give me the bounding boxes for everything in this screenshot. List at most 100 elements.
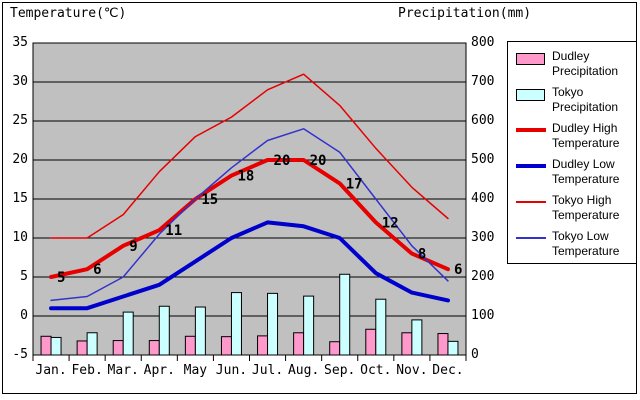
month-label: Mar. [107, 363, 139, 378]
tokyo-precip-bar [158, 305, 170, 356]
legend-label-line1: Dudley [552, 49, 590, 63]
temp-tick-label: 35 [12, 35, 28, 50]
dudley-precip-bar [401, 332, 413, 356]
legend-swatch-col [516, 157, 552, 168]
temp-tick-label: 5 [20, 269, 28, 284]
legend: Dudley Precipitation Tokyo Precipitation Dud… [507, 41, 637, 264]
tokyo-precip-bar [122, 311, 134, 356]
precip-tick-label: 300 [471, 230, 495, 245]
legend-item-tokyo-low-temperature: Tokyo Low Temperature [516, 229, 636, 265]
dudley-low-temperature-line [49, 220, 450, 311]
dudley-high-value-label: 5 [57, 270, 65, 286]
legend-label-line1: Dudley Low [552, 157, 615, 171]
legend-item-dudley-high-temperature: Dudley High Temperature [516, 121, 636, 157]
dudley-precip-bar [220, 336, 232, 356]
month-label: Jan. [35, 363, 67, 378]
legend-label: Tokyo Low Temperature [552, 229, 619, 259]
legend-swatch-col [516, 229, 552, 239]
legend-label-line1: Tokyo High [552, 193, 612, 207]
temp-tick-label: 20 [12, 152, 28, 167]
dudley-precip-bar [148, 340, 160, 356]
tokyo-precip-bar [267, 292, 279, 356]
tokyo-precip-bar [50, 336, 62, 356]
legend-label: Tokyo Precipitation [552, 85, 618, 115]
precip-tick-label: 600 [471, 113, 495, 128]
dudley-precip-bar [184, 335, 196, 356]
precip-tick-label: 200 [471, 269, 495, 284]
month-label: Jun. [215, 363, 248, 378]
legend-swatch-col [516, 49, 552, 65]
dudley-high-value-label: 20 [274, 153, 291, 169]
tokyo-precip-bar [375, 298, 387, 356]
tokyo-high-temperature-line [50, 73, 449, 239]
legend-swatch-col [516, 121, 552, 132]
precipitation-axis-title: Precipitation(mm) [398, 6, 532, 21]
tokyo-precip-bar [230, 292, 242, 356]
temp-tick-label: 10 [12, 230, 28, 245]
month-label: Jul. [251, 363, 284, 378]
legend-label: Tokyo High Temperature [552, 193, 619, 223]
thin-blue-line-swatch [516, 237, 546, 239]
legend-swatch-col [516, 193, 552, 203]
tokyo-precip-bar [194, 306, 206, 356]
tokyo-precip-bar [86, 332, 98, 356]
pink-bar-swatch [516, 53, 545, 65]
temp-tick-label: -5 [12, 347, 28, 362]
dudley-precip-bar [76, 340, 88, 356]
precip-tick-label: 0 [471, 347, 479, 362]
legend-label-line2: Temperature [552, 244, 620, 258]
legend-label-line2: Temperature [552, 208, 620, 222]
legend-label-line1: Tokyo [552, 85, 584, 99]
legend-item-tokyo-precipitation: Tokyo Precipitation [516, 85, 636, 121]
legend-swatch-col [516, 85, 552, 101]
tokyo-low-temperature-line [50, 128, 449, 302]
month-label: Oct. [360, 363, 392, 378]
legend-label: Dudley Low Temperature [552, 157, 619, 187]
tokyo-precip-bar [447, 340, 459, 356]
month-label: May [183, 363, 208, 378]
dudley-high-value-label: 6 [454, 262, 462, 278]
dudley-precip-bar [437, 333, 449, 356]
dudley-high-value-label: 18 [237, 169, 254, 185]
dudley-high-value-label: 6 [93, 262, 101, 278]
month-label: Aug. [287, 363, 320, 378]
temp-tick-label: 25 [12, 113, 28, 128]
precip-tick-label: 500 [471, 152, 495, 167]
dudley-high-value-label: 8 [418, 247, 426, 263]
dudley-precip-bar [257, 335, 269, 356]
temp-tick-label: 0 [20, 308, 28, 323]
dudley-high-value-label: 20 [310, 153, 327, 169]
precip-tick-label: 100 [471, 308, 495, 323]
dudley-high-temperature-line [49, 158, 450, 279]
precip-tick-label: 400 [471, 191, 495, 206]
legend-item-dudley-precipitation: Dudley Precipitation [516, 49, 636, 85]
precip-tick-label: 700 [471, 74, 495, 89]
legend-item-dudley-low-temperature: Dudley Low Temperature [516, 157, 636, 193]
dudley-precip-bar [112, 340, 124, 356]
legend-label-line2: Precipitation [552, 100, 619, 114]
dudley-precip-bar [293, 332, 305, 356]
dudley-precip-bar [365, 328, 377, 356]
month-label: Feb. [71, 363, 103, 378]
dudley-high-value-label: 11 [165, 223, 182, 239]
dudley-high-value-label: 12 [382, 215, 399, 231]
cyan-bar-swatch [516, 89, 545, 101]
temp-tick-label: 15 [12, 191, 28, 206]
thin-red-line-swatch [516, 201, 546, 203]
dudley-high-value-label: 17 [346, 176, 363, 192]
legend-label-line2: Temperature [552, 136, 620, 150]
month-label: Nov. [396, 363, 428, 378]
temperature-axis-title: Temperature(℃) [10, 6, 127, 21]
month-label: Dec. [432, 363, 464, 378]
temp-tick-label: 30 [12, 74, 28, 89]
tokyo-precip-bar [339, 273, 351, 356]
dudley-high-value-label: 9 [129, 239, 137, 255]
legend-label-line2: Temperature [552, 172, 620, 186]
dudley-precip-bar [40, 335, 52, 356]
legend-label: Dudley High Temperature [552, 121, 619, 151]
legend-label-line1: Tokyo Low [552, 229, 609, 243]
precip-tick-label: 800 [471, 35, 495, 50]
month-label: Apr. [143, 363, 175, 378]
